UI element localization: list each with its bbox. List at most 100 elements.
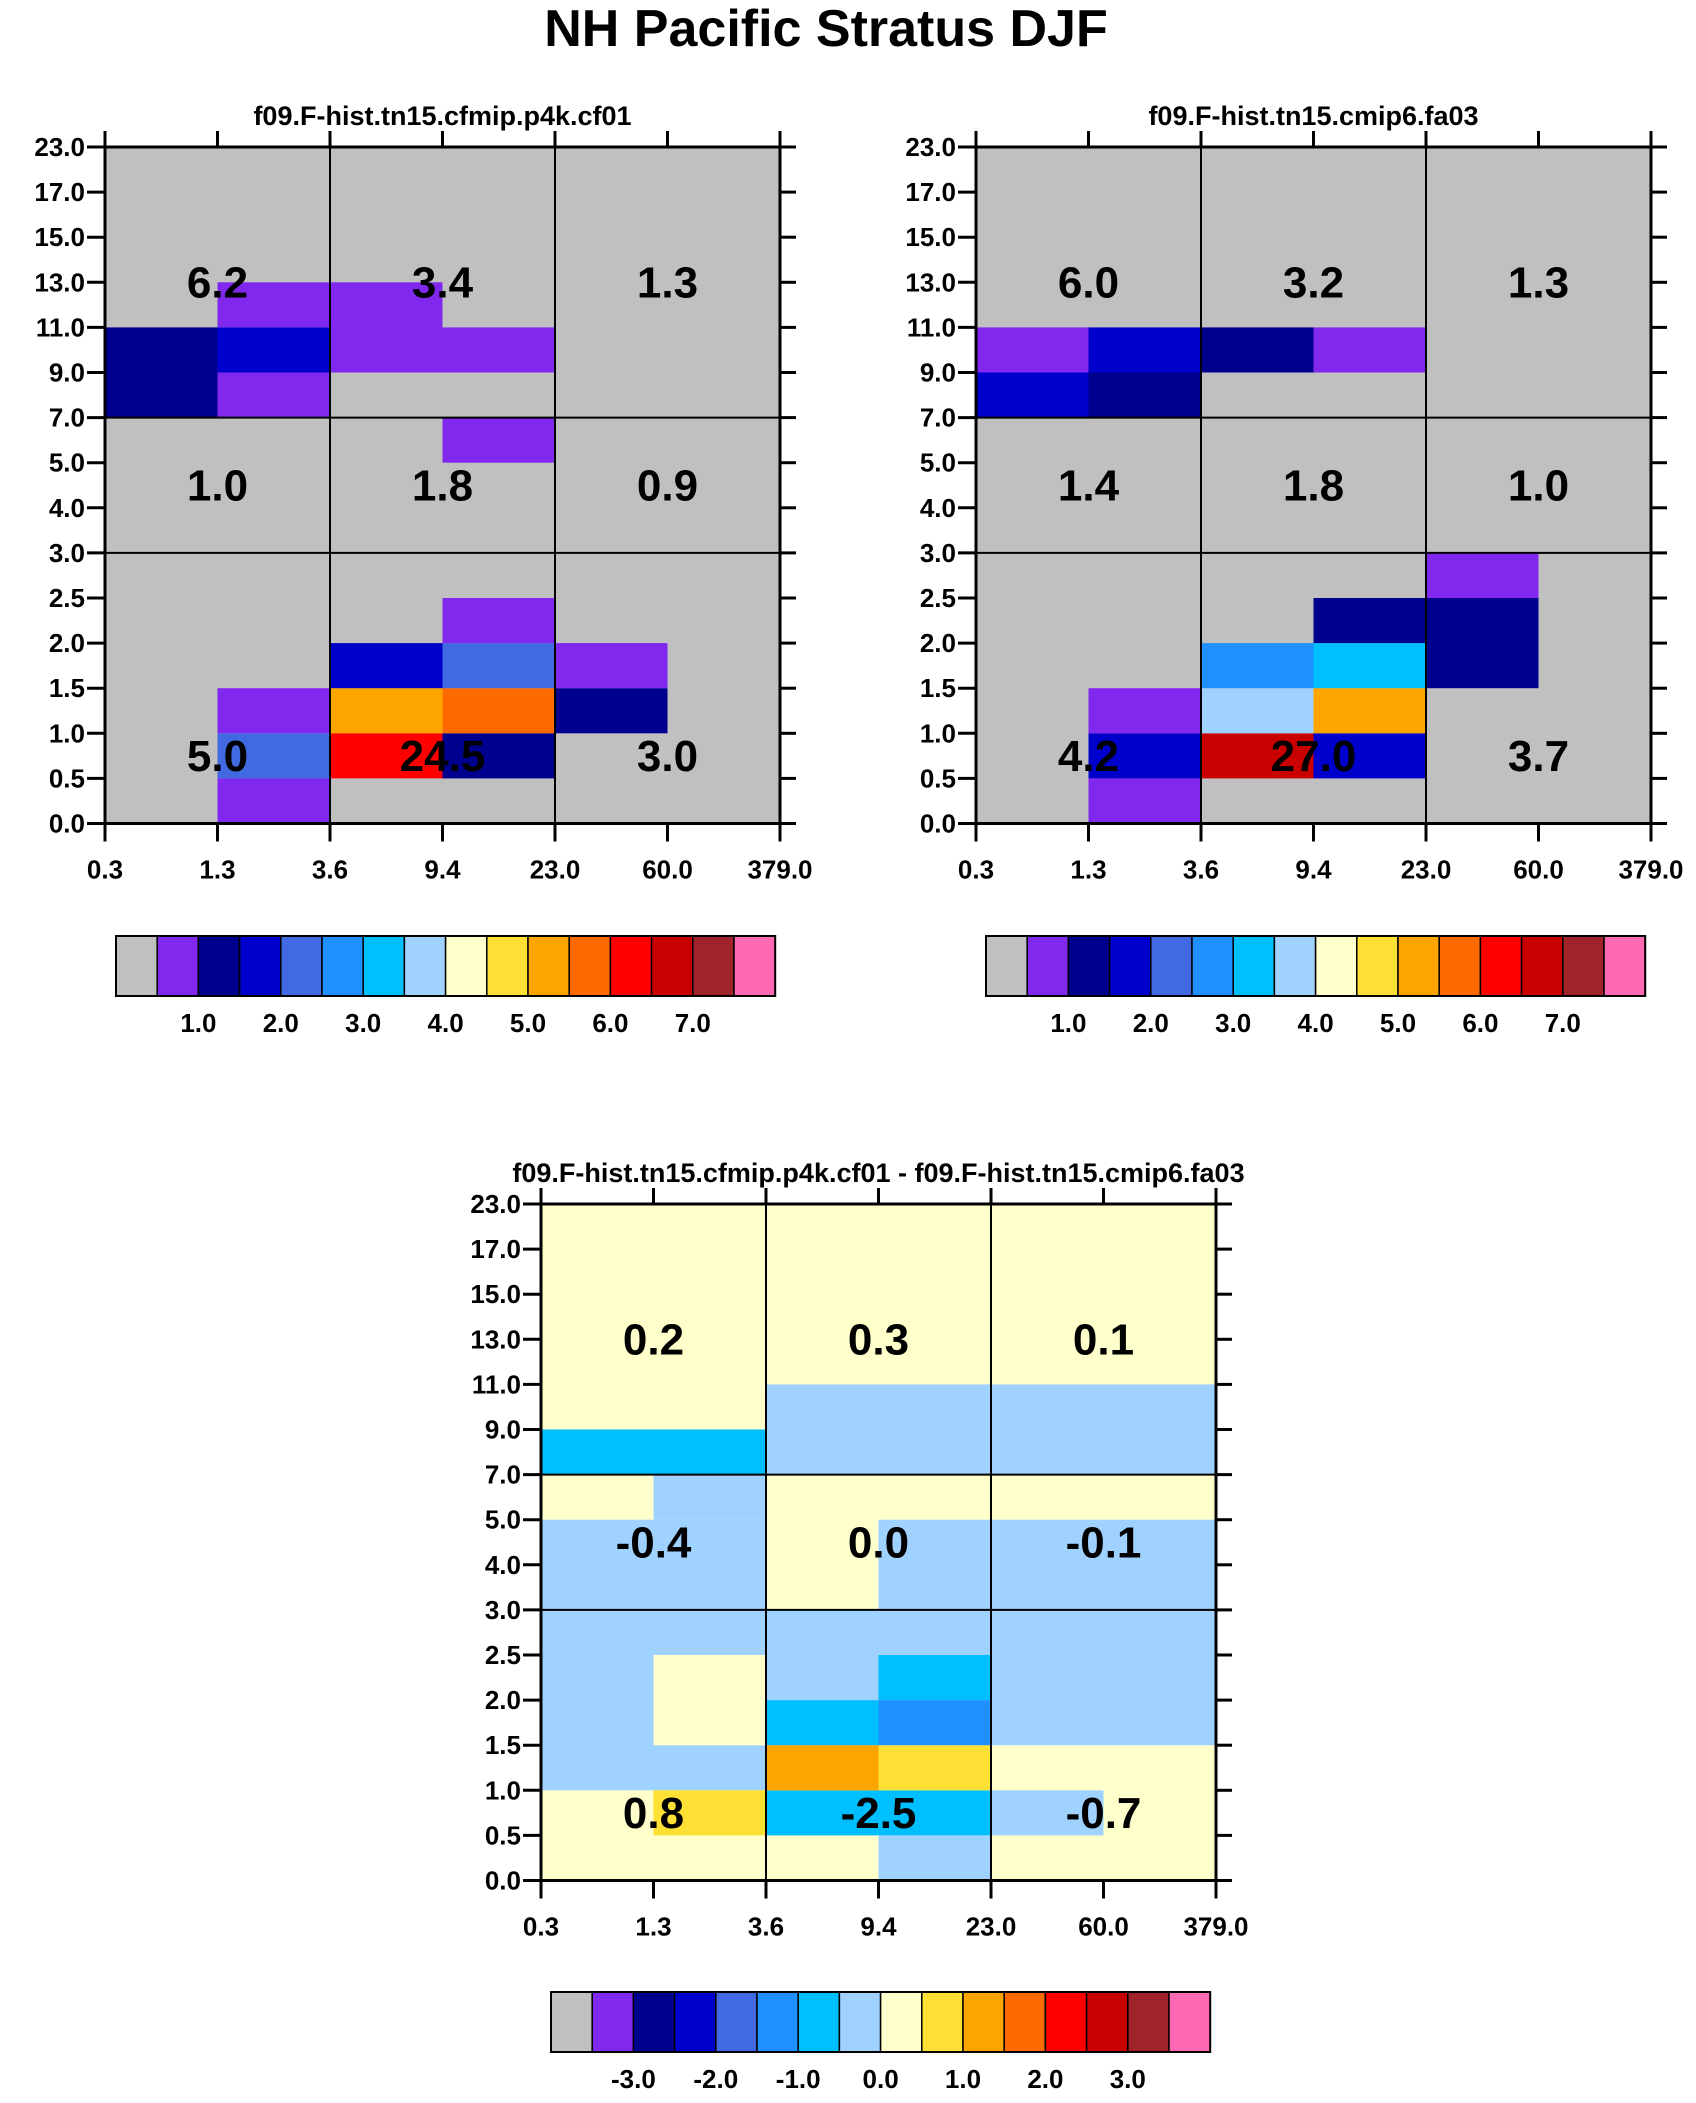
y-tick-label: 2.5 bbox=[49, 583, 85, 613]
heatmap-cell bbox=[555, 643, 668, 689]
panel-cmip6: f09.F-hist.tn15.cmip6.fa03 0.3 1.3 3.6 9.4 23… bbox=[905, 101, 1683, 1038]
region-value-label: 0.0 bbox=[848, 1518, 909, 1567]
colorbar-label: -3.0 bbox=[611, 2064, 656, 2094]
colorbar-swatch bbox=[1168, 1991, 1211, 2053]
colorbar-label: 7.0 bbox=[1545, 1008, 1581, 1038]
colorbar-swatch bbox=[1603, 935, 1646, 997]
heatmap-cell bbox=[653, 1609, 766, 1655]
x-tick-label: 23.0 bbox=[530, 855, 581, 885]
colorbar-swatch bbox=[797, 1991, 841, 2053]
y-tick-label: 15.0 bbox=[470, 1279, 521, 1309]
x-tick-label: 1.3 bbox=[1070, 855, 1106, 885]
y-tick-label: 0.0 bbox=[49, 809, 85, 839]
colorbar-label: 6.0 bbox=[592, 1008, 628, 1038]
heatmap-cell bbox=[976, 327, 1089, 373]
heatmap-cell bbox=[766, 1609, 991, 1655]
heatmap-cell bbox=[991, 1609, 1216, 1746]
heatmap-cell bbox=[1426, 552, 1539, 598]
heatmap-cell bbox=[1201, 643, 1314, 689]
region-value-label: 0.3 bbox=[848, 1315, 909, 1364]
colorbar-swatch bbox=[838, 1991, 882, 2053]
x-tick-label: 9.4 bbox=[860, 1912, 897, 1942]
colorbar-swatch bbox=[486, 935, 529, 997]
heatmap-cell bbox=[1201, 327, 1314, 373]
heatmap-cell bbox=[330, 282, 443, 373]
panel-title: f09.F-hist.tn15.cmip6.fa03 bbox=[1148, 101, 1478, 131]
region-value-label: 3.2 bbox=[1283, 258, 1344, 307]
panel-title: f09.F-hist.tn15.cfmip.p4k.cf01 bbox=[253, 101, 631, 131]
heatmap-cell bbox=[1088, 372, 1201, 418]
heatmap-cell bbox=[442, 417, 555, 463]
colorbar-swatch bbox=[1479, 935, 1523, 997]
y-tick-label: 13.0 bbox=[470, 1324, 521, 1354]
heatmap-cell bbox=[555, 688, 668, 734]
y-tick-label: 15.0 bbox=[905, 222, 956, 252]
region-value-label: 3.0 bbox=[637, 732, 698, 781]
colorbar-swatch bbox=[550, 1991, 593, 2053]
colorbar-label: 2.0 bbox=[1027, 2064, 1063, 2094]
y-tick-label: 2.0 bbox=[920, 628, 956, 658]
y-tick-label: 4.0 bbox=[485, 1550, 521, 1580]
y-tick-label: 17.0 bbox=[905, 177, 956, 207]
x-tick-label: 1.3 bbox=[199, 855, 235, 885]
colorbar-swatch bbox=[1562, 935, 1605, 997]
heatmap-cell bbox=[217, 282, 330, 328]
colorbar-swatch bbox=[650, 935, 694, 997]
y-tick-label: 9.0 bbox=[49, 358, 85, 388]
y-tick-label: 11.0 bbox=[907, 312, 956, 342]
colorbar-swatch bbox=[1150, 935, 1193, 997]
x-tick-label: 3.6 bbox=[748, 1912, 784, 1942]
region-value-label: 6.2 bbox=[187, 258, 248, 307]
panel-cfmip: f09.F-hist.tn15.cfmip.p4k.cf01 0.3 1.3 3.6 9… bbox=[34, 101, 812, 1038]
y-tick-label: 2.0 bbox=[49, 628, 85, 658]
region-value-label: 0.9 bbox=[637, 461, 698, 510]
heatmap-cell bbox=[653, 1474, 766, 1520]
colorbar-label: 4.0 bbox=[428, 1008, 464, 1038]
heatmap-cell bbox=[1088, 327, 1201, 373]
y-tick-label: 0.5 bbox=[920, 763, 956, 793]
y-tick-label: 1.5 bbox=[49, 673, 85, 703]
colorbar-swatch bbox=[1108, 935, 1152, 997]
colorbar-swatch bbox=[962, 1991, 1005, 2053]
y-tick-label: 23.0 bbox=[905, 132, 956, 162]
x-tick-label: 60.0 bbox=[1513, 855, 1564, 885]
heatmap-cell bbox=[330, 733, 443, 779]
colorbar-swatch bbox=[197, 935, 241, 997]
heatmap-cell bbox=[105, 327, 218, 418]
x-tick-label: 0.3 bbox=[523, 1912, 559, 1942]
heatmap-cell bbox=[1201, 688, 1314, 734]
heatmap-cell bbox=[1313, 643, 1426, 689]
y-tick-label: 7.0 bbox=[920, 403, 956, 433]
heatmap-cell bbox=[330, 688, 443, 734]
colorbar-swatch bbox=[568, 935, 612, 997]
heatmap-cell bbox=[217, 688, 330, 734]
colorbar-label: 2.0 bbox=[263, 1008, 299, 1038]
heatmap-cell bbox=[1088, 733, 1201, 779]
panel-diff: f09.F-hist.tn15.cfmip.p4k.cf01 - f09.F-h… bbox=[470, 1158, 1248, 2094]
x-tick-label: 60.0 bbox=[642, 855, 693, 885]
heatmap-cell bbox=[442, 643, 555, 689]
colorbar-swatch bbox=[1026, 935, 1070, 997]
y-tick-label: 4.0 bbox=[920, 493, 956, 523]
colorbar-swatch bbox=[1273, 935, 1317, 997]
region-value-label: 1.3 bbox=[637, 258, 698, 307]
y-tick-label: 7.0 bbox=[49, 403, 85, 433]
y-tick-label: 9.0 bbox=[920, 358, 956, 388]
y-tick-label: 23.0 bbox=[34, 132, 85, 162]
heatmap-cell bbox=[217, 372, 330, 418]
colorbar-label: 1.0 bbox=[180, 1008, 216, 1038]
x-tick-label: 379.0 bbox=[747, 855, 812, 885]
heatmap-cell bbox=[653, 1790, 766, 1836]
colorbar-swatch bbox=[609, 935, 653, 997]
heatmap-cell bbox=[442, 598, 555, 644]
colorbar-swatch bbox=[1314, 935, 1358, 997]
colorbar-frame bbox=[550, 1991, 1212, 2053]
heatmap-cell bbox=[330, 643, 443, 689]
region-value-label: 1.3 bbox=[1508, 258, 1569, 307]
region-value-label: 1.8 bbox=[1283, 461, 1344, 510]
heatmap-cell bbox=[653, 1655, 766, 1746]
heatmap-cell bbox=[541, 1519, 766, 1610]
colorbar-swatch bbox=[1232, 935, 1276, 997]
heatmap-cell bbox=[541, 1609, 654, 1791]
y-tick-label: 7.0 bbox=[485, 1460, 521, 1490]
